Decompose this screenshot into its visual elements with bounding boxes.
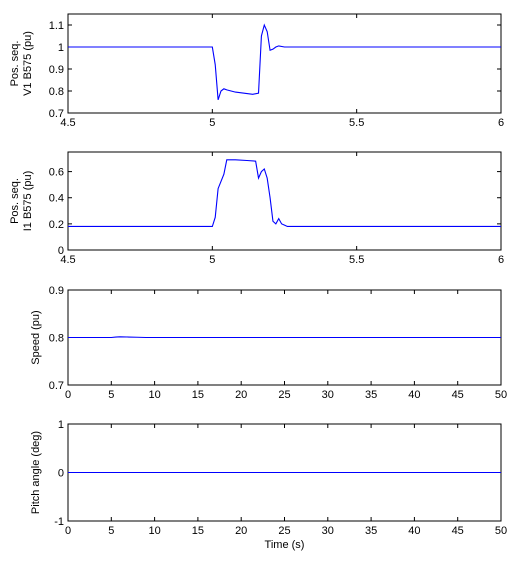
y-tick-label: 0.4 [49, 193, 64, 205]
x-tick-label: 6 [498, 117, 504, 129]
x-tick-label: 15 [192, 389, 204, 401]
x-tick-label: 20 [235, 525, 247, 537]
y-axis-label: Speed (pu) [30, 310, 42, 364]
x-tick-label: 50 [495, 525, 507, 537]
series-line [68, 159, 501, 228]
y-axis-label: Pos. seq. [9, 178, 21, 224]
y-tick-label: 0.8 [49, 86, 64, 98]
x-tick-label: 6 [498, 254, 504, 266]
x-tick-label: 15 [192, 525, 204, 537]
x-tick-label: 50 [495, 389, 507, 401]
y-tick-label: 1.1 [49, 20, 64, 32]
x-tick-label: 0 [65, 389, 71, 401]
y-tick-label: 0 [58, 245, 64, 257]
x-tick-label: 25 [278, 389, 290, 401]
y-tick-label: 1 [58, 419, 64, 431]
x-tick-label: 35 [365, 525, 377, 537]
x-tick-label: 5 [209, 117, 215, 129]
axes-box [67, 151, 502, 251]
x-tick-label: 5.5 [349, 117, 364, 129]
y-tick-label: 1 [58, 42, 64, 54]
x-tick-label: 40 [408, 389, 420, 401]
x-tick-label: 45 [452, 389, 464, 401]
x-tick-label: 30 [322, 389, 334, 401]
y-tick-label: -1 [54, 516, 64, 528]
subplot-voltage: 4.5 5 5.5 6 0.7 0.8 0.9 1 1.1 Pos. seq. V1 B575 (p… [9, 13, 504, 129]
y-axis-label: Pitch angle (deg) [30, 431, 42, 514]
x-tick-label: 45 [452, 525, 464, 537]
x-tick-label: 4.5 [60, 254, 75, 266]
x-tick-label: 35 [365, 389, 377, 401]
x-axis-label: Time (s) [265, 539, 305, 551]
y-tick-label: 0.7 [49, 108, 64, 120]
x-tick-label: 10 [148, 525, 160, 537]
x-tick-label: 5 [209, 254, 215, 266]
x-tick-label: 0 [65, 525, 71, 537]
x-tick-label: 40 [408, 525, 420, 537]
x-tick-label: 30 [322, 525, 334, 537]
x-tick-label: 4.5 [60, 117, 75, 129]
axes-box [67, 13, 502, 114]
y-tick-label: 0.8 [49, 333, 64, 345]
y-tick-label: 0.7 [49, 380, 64, 392]
x-tick-label: 5 [108, 389, 114, 401]
x-tick-label: 25 [278, 525, 290, 537]
series-line [68, 23, 501, 100]
x-tick-label: 5 [108, 525, 114, 537]
y-tick-label: 0.6 [49, 167, 64, 179]
y-tick-label: 0.2 [49, 219, 64, 231]
x-tick-label: 5.5 [349, 254, 364, 266]
y-tick-label: 0.9 [49, 285, 64, 297]
x-tick-label: 10 [148, 389, 160, 401]
y-tick-label: 0 [58, 468, 64, 480]
y-axis-label: I1 B575 (pu) [22, 171, 34, 232]
y-axis-label: Pos. seq. [9, 41, 21, 87]
y-tick-label: 0.9 [49, 64, 64, 76]
subplot-current: 4.5 5 5.5 6 0 0.2 0.4 0.6 Pos. seq. I1 B575 (pu) [9, 151, 504, 266]
series-line [68, 336, 501, 339]
x-tick-label: 20 [235, 389, 247, 401]
subplot-speed: 0 5 10 15 20 25 30 35 40 45 50 0.7 0.8 0.9 Speed (pu) [30, 285, 507, 401]
y-axis-label: V1 B575 (pu) [22, 31, 34, 96]
